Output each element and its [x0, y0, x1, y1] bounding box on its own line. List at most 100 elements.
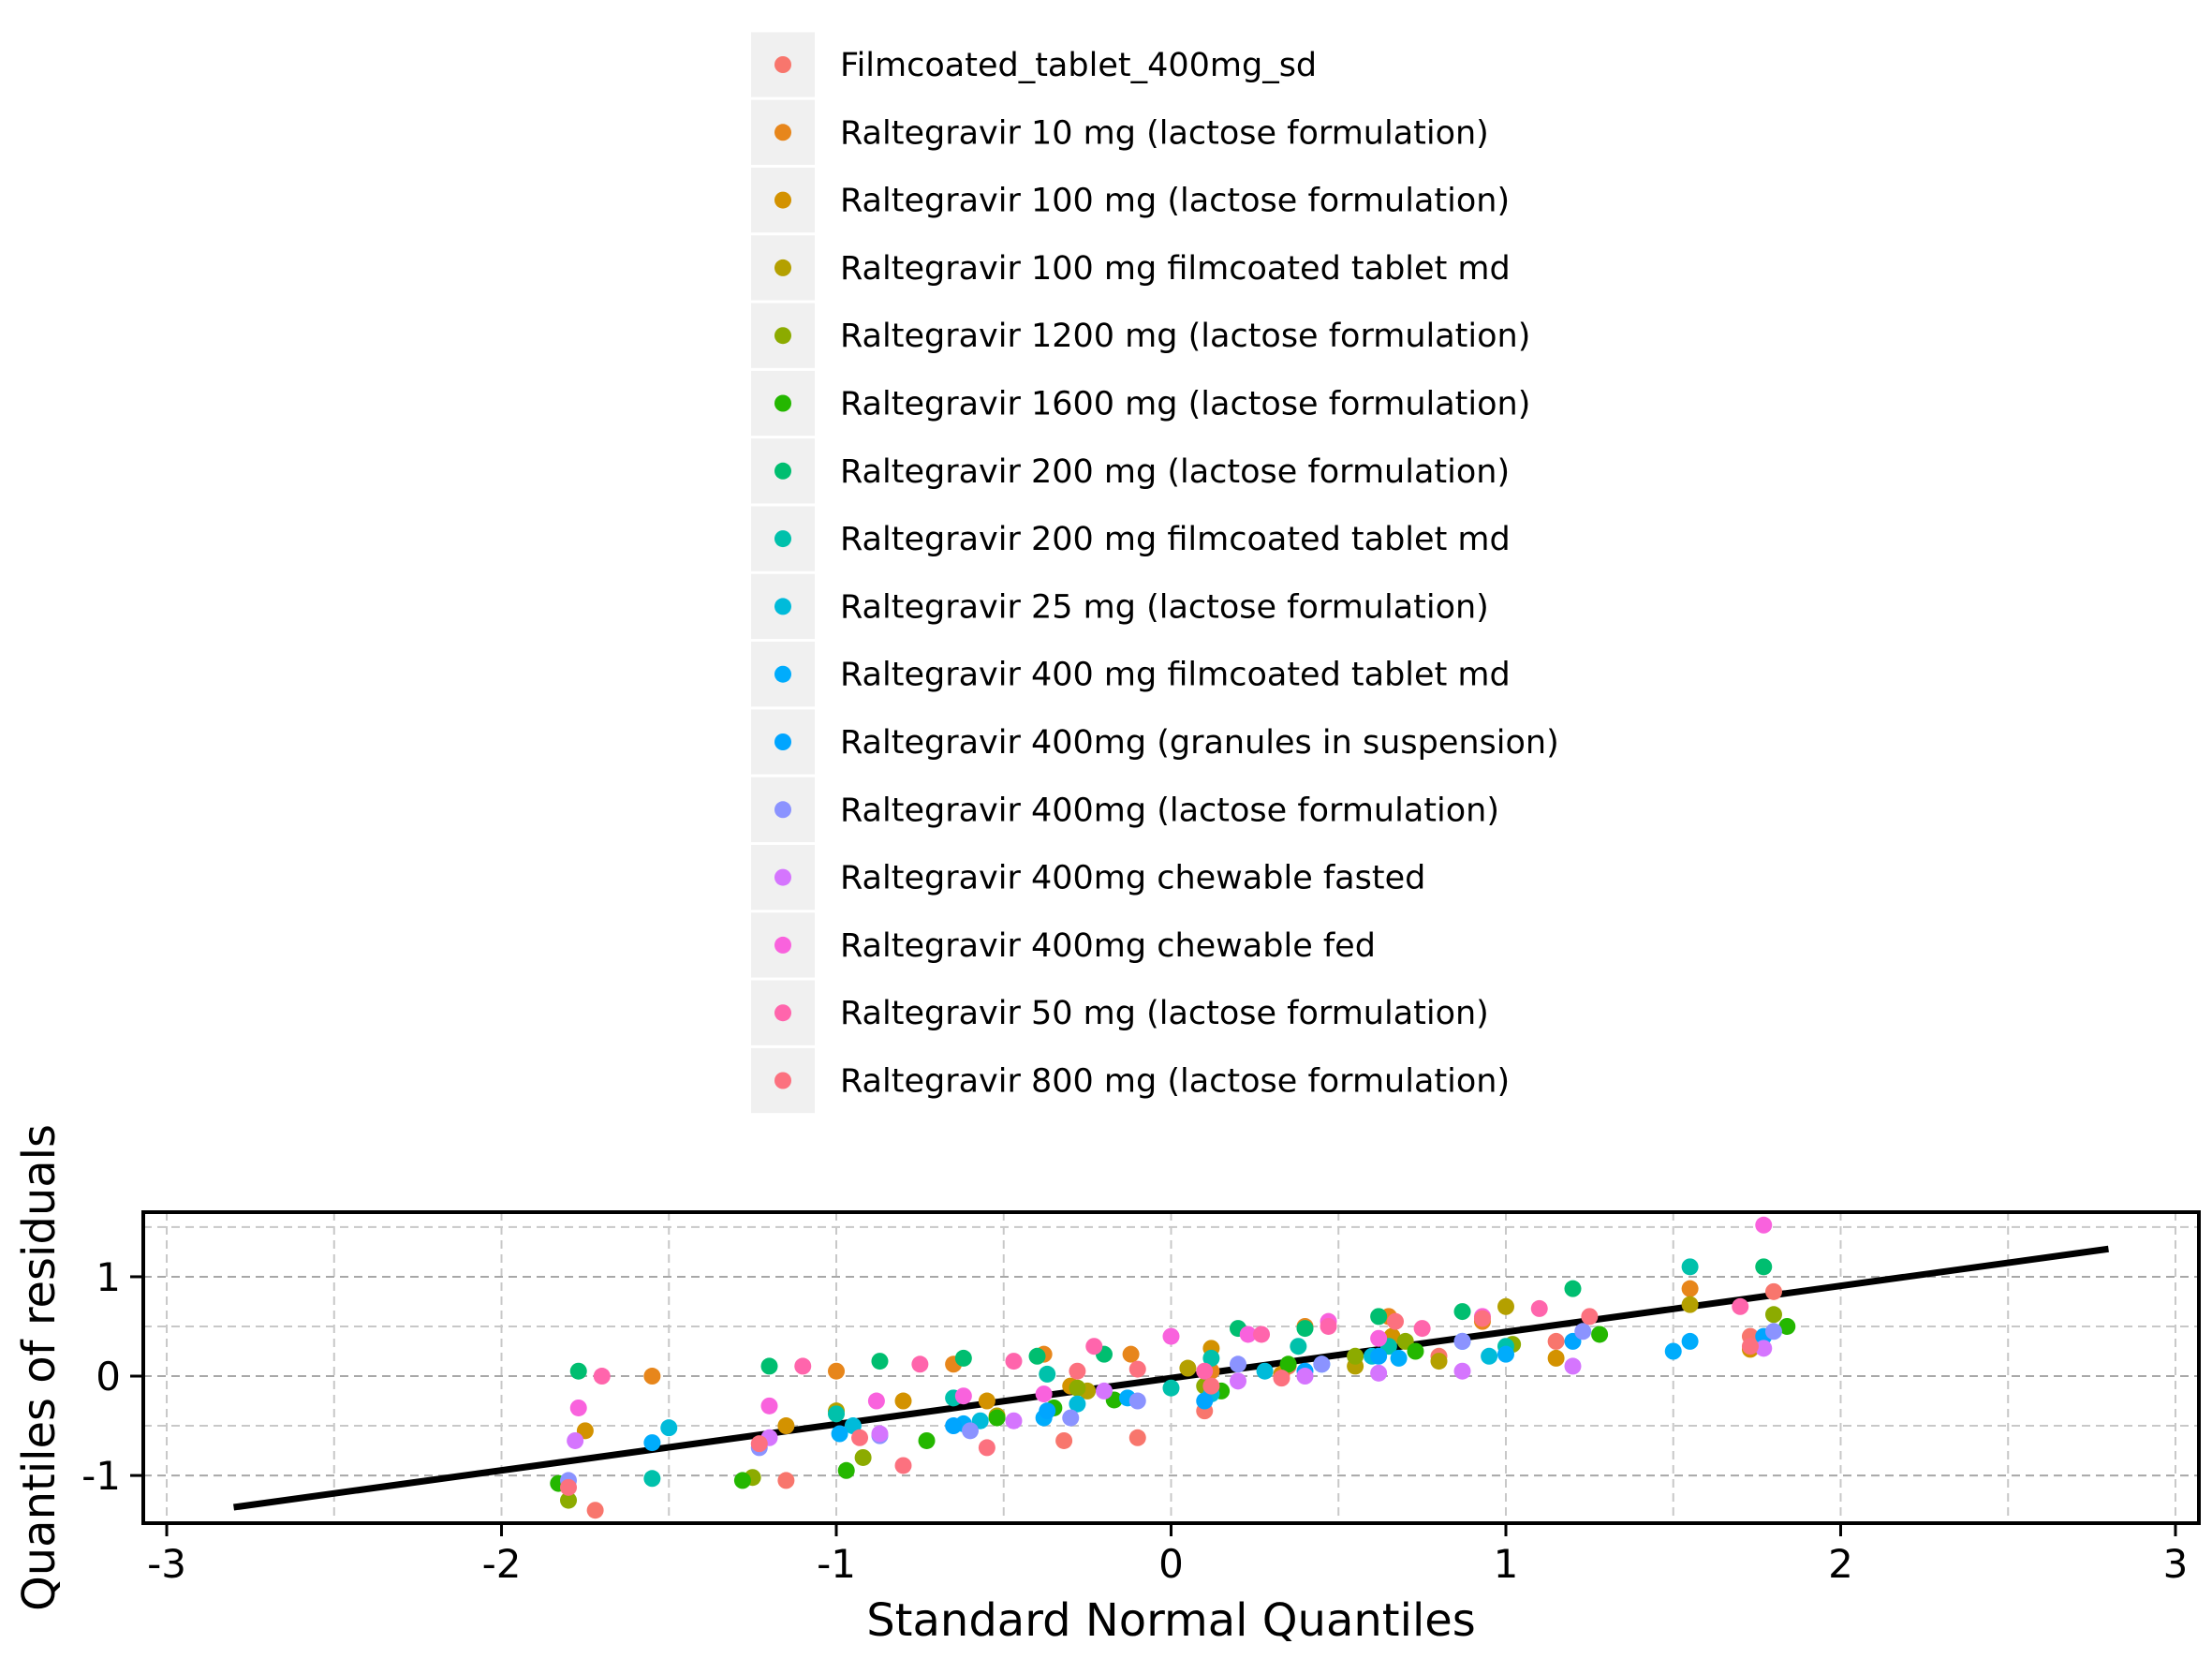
- legend-key-dot: [774, 868, 791, 886]
- data-point: [1453, 1362, 1471, 1380]
- data-point: [1069, 1362, 1086, 1380]
- data-point: [954, 1349, 972, 1367]
- data-point: [918, 1431, 936, 1449]
- data-point: [1430, 1353, 1448, 1370]
- data-point: [567, 1431, 584, 1449]
- data-point: [1755, 1340, 1773, 1357]
- data-point: [794, 1357, 812, 1375]
- x-tick-label: 0: [1158, 1541, 1184, 1587]
- data-point: [1764, 1282, 1782, 1300]
- x-axis-title: Standard Normal Quantiles: [866, 1594, 1476, 1647]
- legend-label: Raltegravir 400mg chewable fed: [840, 927, 1376, 965]
- data-point: [1390, 1349, 1408, 1367]
- data-point: [988, 1409, 1006, 1427]
- data-point: [569, 1399, 587, 1416]
- data-point: [962, 1422, 980, 1440]
- data-point: [1290, 1338, 1307, 1355]
- data-point: [1162, 1379, 1180, 1397]
- legend-key-dot: [774, 327, 791, 345]
- data-point: [1764, 1323, 1782, 1341]
- data-point: [1229, 1355, 1246, 1373]
- data-point: [1062, 1409, 1080, 1427]
- data-point: [1055, 1431, 1073, 1449]
- data-point: [1591, 1326, 1609, 1343]
- data-point: [1370, 1308, 1388, 1326]
- data-point: [1755, 1216, 1773, 1234]
- data-point: [1453, 1332, 1471, 1350]
- data-point: [1755, 1258, 1773, 1276]
- data-point: [1407, 1342, 1424, 1360]
- legend-key-dot: [774, 1004, 791, 1022]
- data-point: [1413, 1320, 1431, 1338]
- data-point: [837, 1461, 855, 1479]
- reference-line: [233, 1245, 2109, 1511]
- data-point: [1564, 1280, 1582, 1297]
- data-point: [978, 1439, 995, 1457]
- data-point: [867, 1392, 885, 1410]
- data-point: [1473, 1310, 1491, 1327]
- legend-label: Raltegravir 1600 mg (lactose formulation…: [840, 386, 1530, 423]
- data-point: [560, 1491, 578, 1509]
- data-point: [945, 1417, 963, 1435]
- legend-key-dot: [774, 598, 791, 615]
- data-point: [1370, 1329, 1388, 1347]
- legend-label: Raltegravir 400mg (lactose formulation): [840, 792, 1499, 829]
- data-point: [1320, 1317, 1337, 1335]
- data-point: [1530, 1299, 1548, 1317]
- data-point: [894, 1457, 912, 1474]
- data-point: [1128, 1392, 1146, 1410]
- data-point: [1564, 1357, 1582, 1375]
- data-point: [1035, 1385, 1053, 1403]
- legend-label: Raltegravir 400mg chewable fasted: [840, 860, 1425, 897]
- data-point: [777, 1417, 795, 1435]
- data-point: [871, 1353, 889, 1370]
- data-point: [1162, 1327, 1180, 1345]
- data-point: [1202, 1377, 1220, 1395]
- data-point: [828, 1405, 846, 1423]
- data-point: [978, 1392, 995, 1410]
- data-points: [550, 1216, 1796, 1519]
- data-point: [1256, 1362, 1274, 1380]
- data-point: [1547, 1332, 1565, 1350]
- data-point: [1128, 1360, 1146, 1378]
- legend-label: Raltegravir 400 mg filmcoated tablet md: [840, 657, 1511, 694]
- data-point: [1741, 1338, 1759, 1355]
- legend-label: Raltegravir 100 mg filmcoated tablet md: [840, 250, 1511, 288]
- data-point: [1229, 1372, 1246, 1390]
- data-point: [1122, 1345, 1140, 1363]
- y-tick-label: -1: [81, 1453, 121, 1499]
- data-point: [1664, 1342, 1682, 1360]
- legend-label: Raltegravir 100 mg (lactose formulation): [840, 183, 1510, 220]
- data-point: [1581, 1308, 1599, 1326]
- legend-label: Raltegravir 10 mg (lactose formulation): [840, 114, 1489, 152]
- data-point: [1273, 1370, 1290, 1387]
- data-point: [1547, 1349, 1565, 1367]
- data-point: [1453, 1303, 1471, 1321]
- legend-key-dot: [774, 733, 791, 750]
- data-point: [1028, 1347, 1046, 1365]
- data-point: [1096, 1382, 1113, 1400]
- data-point: [1279, 1355, 1297, 1373]
- data-point: [560, 1478, 578, 1496]
- data-point: [851, 1429, 869, 1446]
- x-axis: -3 -2 -1 0 1 2 3: [147, 1523, 2188, 1587]
- data-point: [760, 1357, 778, 1375]
- x-tick-label: -1: [817, 1541, 856, 1587]
- legend-label: Filmcoated_tablet_400mg_sd: [840, 47, 1317, 84]
- data-point: [1681, 1258, 1699, 1276]
- data-point: [777, 1472, 795, 1489]
- data-point: [911, 1355, 929, 1373]
- legend-key-dot: [774, 530, 791, 548]
- legend-key-dot: [774, 462, 791, 480]
- legend-label: Raltegravir 200 mg (lactose formulation): [840, 453, 1510, 491]
- data-point: [1069, 1379, 1086, 1397]
- data-point: [1497, 1297, 1514, 1315]
- data-point: [1370, 1347, 1388, 1365]
- data-point: [1732, 1297, 1749, 1315]
- data-point: [1005, 1412, 1023, 1429]
- data-point: [643, 1434, 661, 1452]
- data-point: [1179, 1359, 1197, 1377]
- data-point: [871, 1425, 889, 1443]
- data-point: [854, 1448, 872, 1466]
